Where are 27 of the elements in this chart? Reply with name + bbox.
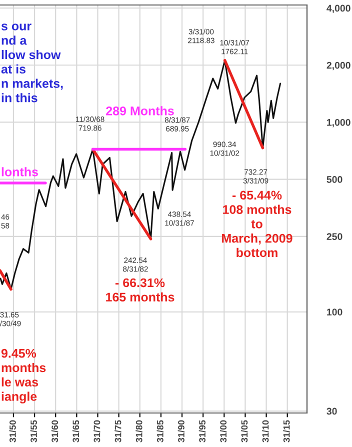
x-tick-label: 31/75 xyxy=(114,420,122,442)
y-tick-label: 30 xyxy=(326,408,337,415)
annotation: - 65.44% 108 months to March, 2009 bottom xyxy=(222,190,292,258)
x-tick-label: 31/55 xyxy=(30,420,38,442)
x-tick-label: 31/70 xyxy=(94,420,100,442)
annotation: lonths xyxy=(2,167,38,176)
x-tick-label: 31/85 xyxy=(156,420,164,442)
annotation: 289 Months xyxy=(106,106,174,116)
y-tick-label: 100 xyxy=(327,308,342,316)
x-tick-label: 31/80 xyxy=(136,420,142,442)
x-tick-label: 31/00 xyxy=(220,420,227,442)
y-tick-label: 500 xyxy=(326,176,342,183)
x-tick-label: 31/10 xyxy=(262,420,269,442)
y-tick-label: 250 xyxy=(326,233,342,240)
y-tick-label: 2,000 xyxy=(326,62,350,70)
y-tick-label: 4,000 xyxy=(326,4,350,14)
x-tick-label: 31/60 xyxy=(51,420,58,442)
x-tick-label: 31/95 xyxy=(198,420,206,442)
x-tick-label: 31/65 xyxy=(72,420,80,442)
x-tick-label: 31/05 xyxy=(241,420,248,442)
x-tick-label: 31/90 xyxy=(178,420,185,442)
x-tick-label: 31/50 xyxy=(9,420,16,442)
x-tick-label: 31/15 xyxy=(283,420,290,442)
y-tick-label: 1,000 xyxy=(327,118,350,128)
annotation: s our nd a llow show at is n markets, in this xyxy=(1,24,63,102)
annotation: 9.45% months le was iangle xyxy=(1,348,46,404)
annotation: - 66.31% 165 months xyxy=(106,278,174,302)
